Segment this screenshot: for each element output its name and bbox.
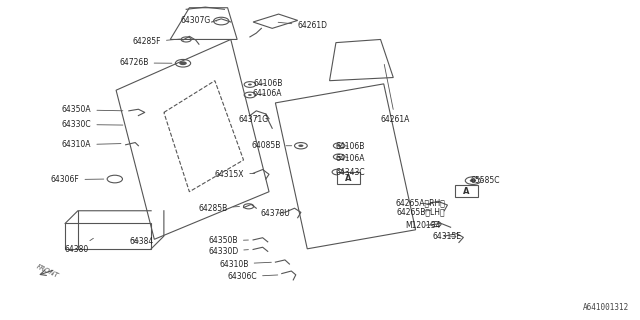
Text: 64330D: 64330D <box>208 247 248 256</box>
Circle shape <box>179 61 187 65</box>
Circle shape <box>470 179 476 182</box>
Text: 64371G: 64371G <box>238 115 268 124</box>
Text: 64310B: 64310B <box>220 260 271 268</box>
Text: 64106A: 64106A <box>253 89 282 98</box>
Text: 64106B: 64106B <box>336 142 365 151</box>
Circle shape <box>337 145 341 147</box>
Text: 64315E: 64315E <box>433 232 462 241</box>
Text: 64378U: 64378U <box>260 209 291 218</box>
Text: A: A <box>346 174 352 183</box>
Text: 64384: 64384 <box>129 237 154 246</box>
Text: 64307G: 64307G <box>180 16 217 25</box>
Text: M120134: M120134 <box>406 221 441 230</box>
Text: 64330C: 64330C <box>62 120 123 129</box>
Text: 65585C: 65585C <box>471 176 500 185</box>
Text: 64265B〈LH〉: 64265B〈LH〉 <box>396 207 445 216</box>
Text: 64350A: 64350A <box>62 105 123 114</box>
Text: A: A <box>463 187 470 196</box>
Text: 64380: 64380 <box>65 238 93 254</box>
Text: FRONT: FRONT <box>35 264 60 279</box>
Text: 64350B: 64350B <box>209 236 248 245</box>
Text: 64343C: 64343C <box>336 168 365 177</box>
Circle shape <box>298 144 303 147</box>
Circle shape <box>248 94 252 96</box>
Text: 64315X: 64315X <box>215 170 255 179</box>
Text: 64726B: 64726B <box>119 59 172 68</box>
Text: 64085B: 64085B <box>251 141 292 150</box>
Text: A641001312: A641001312 <box>583 303 629 312</box>
Text: 64261D: 64261D <box>278 21 327 30</box>
Text: 64265A〈RH〉: 64265A〈RH〉 <box>396 198 445 207</box>
FancyBboxPatch shape <box>455 185 478 197</box>
Text: 64310A: 64310A <box>62 140 121 149</box>
Text: 64261A: 64261A <box>381 64 410 124</box>
Text: 64285B: 64285B <box>198 204 239 213</box>
Text: 64306C: 64306C <box>227 272 278 281</box>
FancyBboxPatch shape <box>337 172 360 184</box>
Circle shape <box>337 156 341 158</box>
Text: 64306F: 64306F <box>51 175 104 184</box>
Text: 64106B: 64106B <box>253 79 282 88</box>
Circle shape <box>248 84 252 85</box>
Text: 64285F: 64285F <box>132 37 180 46</box>
Text: 64106A: 64106A <box>336 154 365 163</box>
